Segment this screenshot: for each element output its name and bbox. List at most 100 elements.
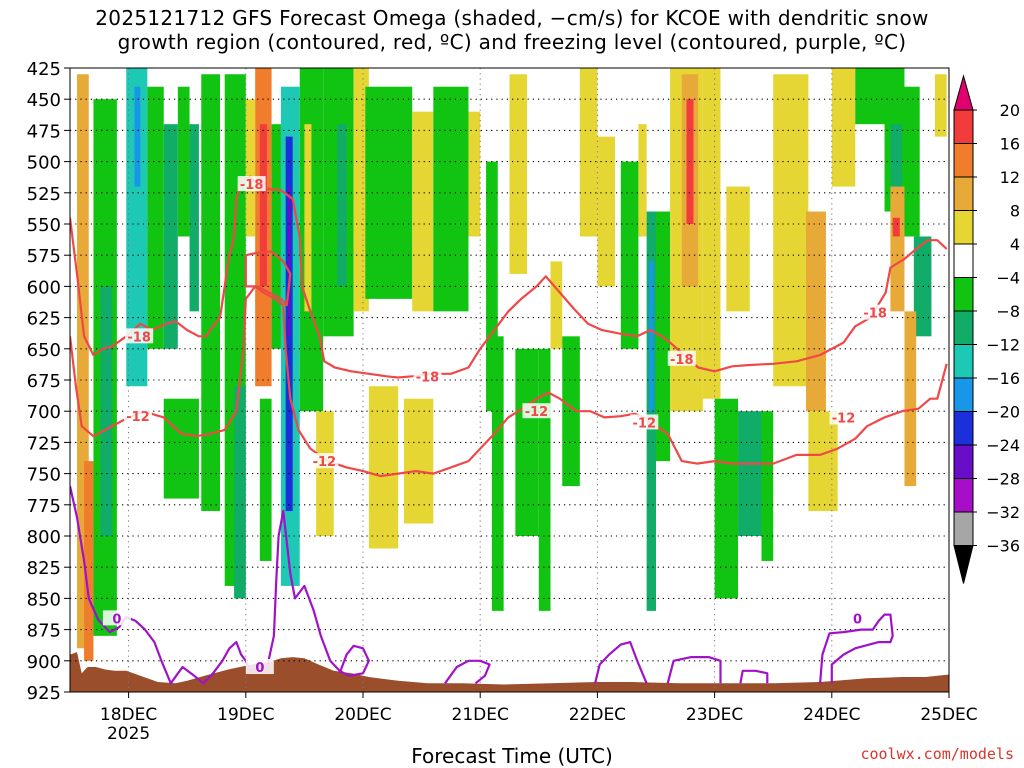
omega-cell	[163, 124, 178, 349]
omega-cell	[808, 411, 838, 512]
y-tick-label: 550	[27, 215, 61, 236]
terrain-fill	[70, 652, 949, 692]
colorbar-label: −8	[996, 302, 1020, 321]
x-tick-label: 20DEC	[334, 705, 391, 725]
contour-label: -12	[525, 405, 549, 420]
omega-cell	[509, 74, 528, 274]
colorbar-label: −32	[986, 503, 1020, 522]
chart-title-line-2: growth region (contoured, red, ºC) and f…	[117, 30, 907, 54]
omega-cell	[904, 311, 917, 487]
omega-cell	[126, 68, 148, 387]
colorbar-bin	[953, 277, 974, 312]
colorbar-label: 8	[1010, 202, 1020, 221]
colorbar-bin	[953, 310, 974, 345]
omega-cell	[245, 99, 256, 237]
contour-label-bg	[829, 409, 858, 425]
contour-label-bg	[125, 328, 154, 344]
contour-label: -18	[127, 330, 151, 345]
terrain-layer	[70, 652, 949, 692]
contour-label-bg	[310, 453, 339, 469]
contour-label-bg	[861, 304, 890, 320]
omega-cell	[562, 336, 580, 487]
omega-cell	[259, 124, 267, 287]
omega-cell	[620, 161, 639, 349]
colorbar-label: −28	[986, 470, 1020, 489]
omega-cell	[353, 68, 369, 312]
colorbar-label: 20	[1000, 101, 1020, 120]
omega-cell	[890, 124, 903, 187]
contour-label-bg	[667, 350, 696, 366]
colorbar-label: 4	[1010, 235, 1020, 254]
omega-cell	[515, 348, 539, 536]
y-tick-label: 800	[27, 527, 61, 548]
contour-label: -12	[126, 410, 150, 425]
y-tick-label: 450	[27, 90, 61, 111]
omega-cell	[134, 86, 141, 187]
contour-label-bg	[123, 408, 152, 424]
omega-cell	[404, 398, 434, 524]
contour-label: -18	[863, 307, 887, 322]
y-tick-label: 900	[27, 652, 61, 673]
colorbar-label: −36	[986, 537, 1020, 556]
x-tick-label: 19DEC	[217, 705, 274, 725]
omega-cell	[271, 124, 281, 349]
colorbar-cap-bottom	[953, 545, 974, 584]
omega-cell	[892, 217, 900, 237]
y-tick-label: 575	[27, 246, 61, 267]
omega-cell	[890, 186, 905, 312]
y-tick-label: 425	[27, 59, 61, 80]
omega-cell	[84, 461, 94, 661]
omega-cell	[201, 74, 221, 512]
x-tick-label: 22DEC	[569, 705, 626, 725]
contour-minus-18	[70, 175, 948, 379]
y-tick-label: 475	[27, 121, 61, 142]
x-tick-label: 25DEC	[920, 705, 977, 725]
omega-cell	[147, 86, 164, 349]
colorbar-label: −16	[986, 369, 1020, 388]
omega-cell	[702, 68, 721, 399]
colorbar-label: −24	[986, 436, 1020, 455]
colorbar-label: −20	[986, 403, 1020, 422]
omega-cell	[433, 86, 469, 312]
y-tick-label: 600	[27, 277, 61, 298]
x-axis-title: Forecast Time (UTC)	[411, 744, 613, 768]
omega-cell	[638, 124, 647, 237]
colorbar-label: −4	[996, 269, 1020, 288]
omega-cell	[259, 398, 272, 561]
omega-cell	[773, 74, 809, 387]
colorbar-bin	[953, 344, 974, 379]
omega-cell	[189, 124, 199, 312]
omega-cell	[902, 86, 920, 237]
omega-cell	[177, 86, 190, 237]
y-tick-label: 775	[27, 496, 61, 517]
omega-cell	[287, 186, 291, 337]
y-tick-label: 725	[27, 433, 61, 454]
y-tick-label: 925	[27, 683, 61, 704]
omega-cell	[831, 68, 856, 187]
freezing-level-contour	[666, 656, 722, 684]
contour-label: -12	[832, 411, 856, 426]
omega-cell	[714, 398, 739, 599]
omega-cell	[648, 261, 654, 412]
x-year-label: 2025	[107, 724, 150, 744]
contour-label-bg	[522, 403, 551, 419]
colorbar-bin	[953, 176, 974, 211]
omega-cell	[368, 386, 399, 549]
colorbar-bin	[953, 411, 974, 446]
contour-label: -12	[633, 416, 657, 431]
contour-label-bg	[413, 368, 442, 384]
x-axis: 18DEC 19DEC 20DEC 21DEC 22DEC 23DEC 24DEC 25DEC…	[100, 692, 978, 744]
contour-label: -18	[240, 178, 264, 193]
credit-link[interactable]: coolwx.com/models	[860, 745, 1014, 763]
omega-cell	[163, 398, 199, 499]
freezing-level-contour	[444, 659, 491, 685]
colorbar-bin	[953, 444, 974, 479]
y-tick-label: 675	[27, 371, 61, 392]
y-tick-label: 825	[27, 558, 61, 579]
omega-cell	[412, 111, 434, 312]
contour-minus-12	[70, 285, 948, 478]
omega-cell	[491, 336, 504, 611]
contour-label: 0	[112, 612, 121, 627]
omega-shading	[77, 68, 947, 661]
chart-title-line-1: 2025121712 GFS Forecast Omega (shaded, −…	[95, 6, 929, 30]
